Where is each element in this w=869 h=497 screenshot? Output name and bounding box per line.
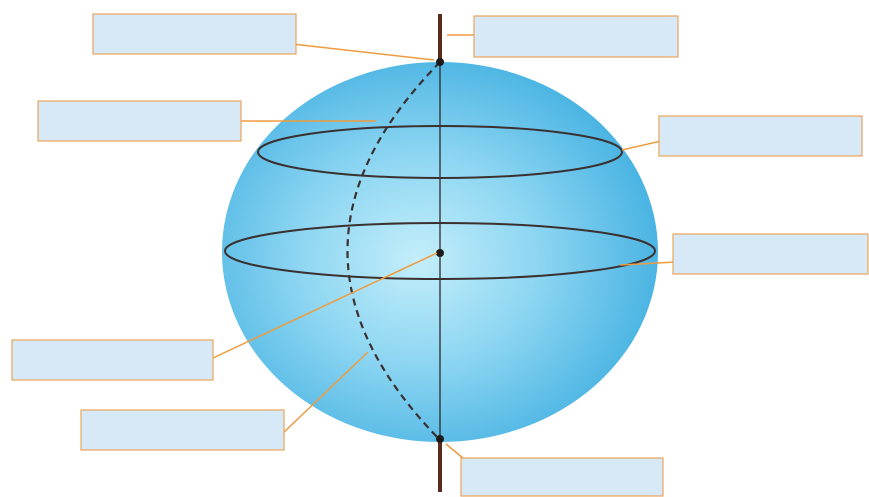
leader-line [621, 140, 662, 151]
label-box [460, 457, 664, 497]
label-box [11, 339, 214, 381]
label-box [672, 233, 869, 275]
label-box [92, 13, 297, 55]
label-box [80, 409, 285, 451]
label-box [37, 100, 242, 142]
label-box [473, 15, 679, 58]
center-point [436, 249, 444, 257]
label-box [658, 115, 863, 157]
leader-line [281, 351, 369, 435]
equator [224, 222, 656, 280]
parallel [257, 125, 623, 179]
meridian [346, 61, 441, 441]
leader-line [212, 252, 438, 359]
south-pole-point [436, 435, 444, 443]
leader-line [291, 43, 435, 61]
north-pole-point [436, 58, 444, 66]
leader-line [619, 261, 677, 266]
